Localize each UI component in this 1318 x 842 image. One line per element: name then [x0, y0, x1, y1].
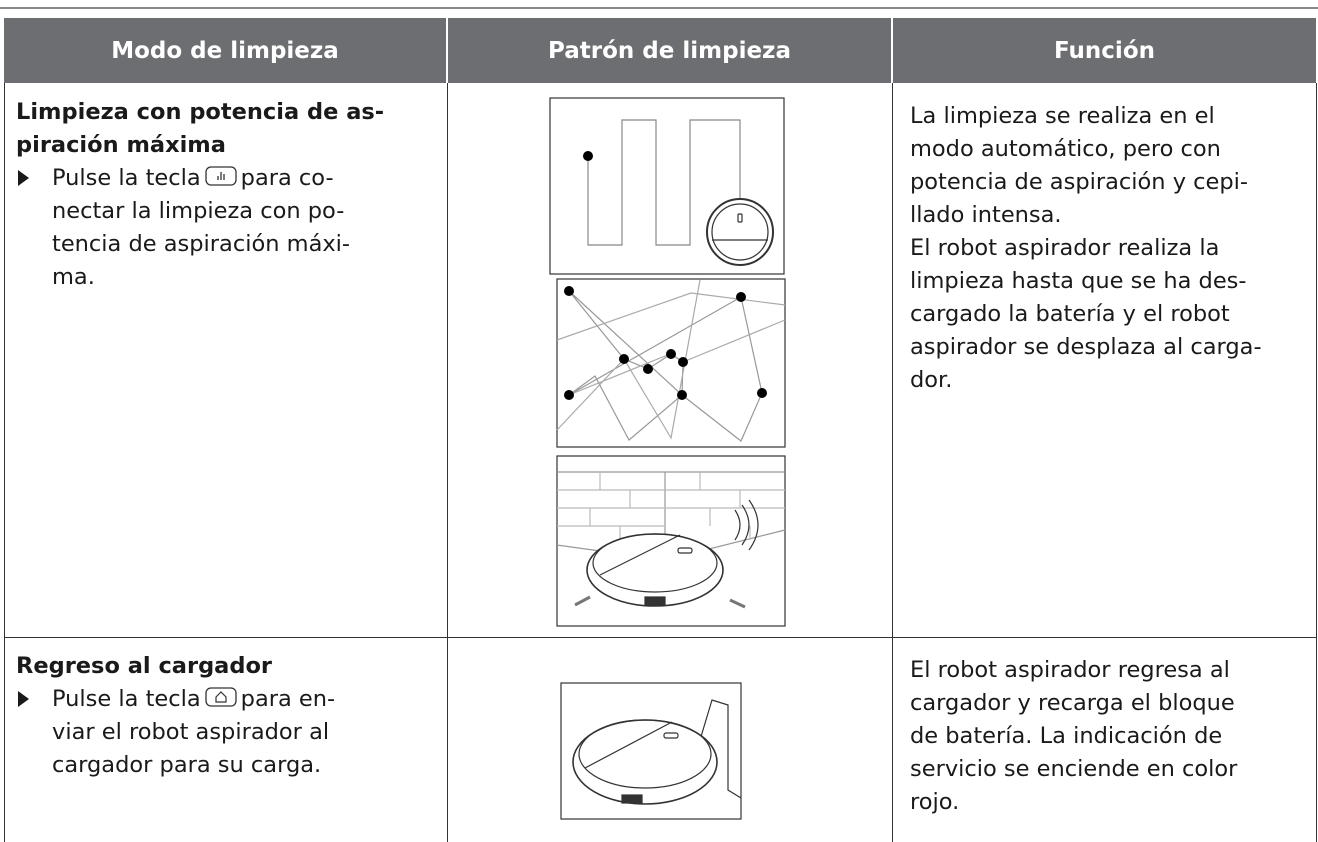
function-line: La limpieza se realiza en el: [910, 103, 1215, 129]
function-cell: El robot aspirador regresa al cargador y …: [910, 654, 1310, 819]
header-cell: Patrón de limpieza: [448, 18, 891, 83]
function-line: de batería. La indicación de: [910, 723, 1223, 749]
header-cell: Modo de limpieza: [4, 18, 446, 83]
function-line: servicio se enciende en color: [910, 756, 1238, 782]
bullet: [18, 691, 29, 707]
function-line: aspirador se desplaza al carga-: [910, 334, 1262, 360]
header-cell: Función: [893, 18, 1316, 83]
step-line: ma.: [52, 264, 95, 290]
step-lead: Pulse la tecla: [52, 686, 201, 712]
step-text: para en-: [240, 686, 336, 712]
mode-title: Limpieza con potencia de as-: [16, 99, 385, 125]
function-line: El robot aspirador regresa al: [910, 657, 1230, 683]
border: [447, 83, 448, 842]
function-line: modo automático, pero con: [910, 136, 1221, 162]
step-line: tencia de aspiración máxi-: [52, 231, 351, 257]
mode-cell: Limpieza con potencia de as-piración máx…: [16, 96, 441, 294]
step-line: viar el robot aspirador al: [52, 719, 330, 745]
mode-title: piración máxima: [16, 132, 226, 158]
pattern-dock: [560, 682, 742, 820]
function-line: El robot aspirador realiza la: [910, 235, 1220, 261]
function-line: cargador y recarga el bloque: [910, 690, 1235, 716]
step: Pulse la tecla para co-nectar la limpieza…: [16, 162, 441, 294]
step-text: para co-: [240, 165, 334, 191]
step-line: cargador para su carga.: [52, 752, 322, 778]
step-line: Pulse la tecla para en-: [52, 683, 441, 716]
border: [4, 637, 1317, 638]
border: [1316, 83, 1317, 842]
function-line: potencia de aspiración y cepi-: [910, 169, 1249, 195]
key-icon: [205, 166, 237, 186]
function-line: dor.: [910, 367, 953, 393]
border: [892, 83, 893, 842]
step-line: Pulse la tecla para co-: [52, 162, 441, 195]
pattern-zigzag: [549, 97, 785, 275]
key-icon: [205, 687, 237, 707]
top-rule: [0, 7, 1318, 9]
function-line: limpieza hasta que se ha des-: [910, 268, 1247, 294]
step: Pulse la tecla para en-viar el robot aspi…: [16, 683, 441, 782]
function-line: llado intensa.: [910, 202, 1062, 228]
function-line: cargado la batería y el robot: [910, 301, 1230, 327]
step-line: nectar la limpieza con po-: [52, 198, 345, 224]
mode-cell: Regreso al cargador Pulse la tecla para en…: [16, 650, 441, 782]
function-line: rojo.: [910, 789, 960, 815]
border: [4, 83, 5, 842]
pattern-corner: [556, 455, 786, 627]
mode-title: Regreso al cargador: [16, 653, 273, 679]
function-cell: La limpieza se realiza en el modo automát…: [910, 100, 1310, 397]
step-lead: Pulse la tecla: [52, 165, 201, 191]
pattern-random: [556, 278, 786, 448]
bullet: [18, 170, 29, 186]
